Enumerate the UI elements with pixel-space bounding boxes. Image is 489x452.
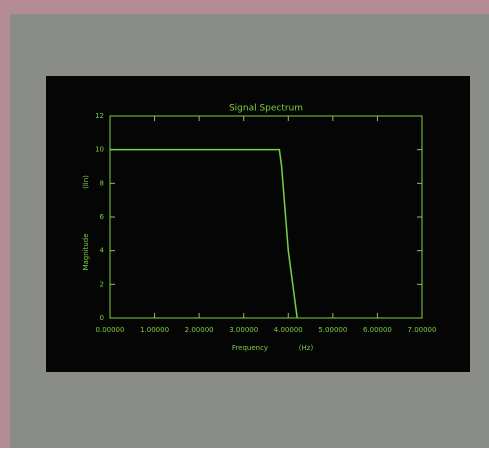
x-tick-label: 3.00000 (229, 326, 258, 334)
x-axis-label: Frequency (232, 344, 268, 352)
chart-title: Signal Spectrum (229, 104, 303, 114)
y-tick-label: 2 (100, 280, 104, 288)
x-tick-label: 2.00000 (185, 326, 214, 334)
x-tick-label: 6.00000 (363, 326, 392, 334)
y-axis-label: Magnitude (82, 233, 90, 270)
x-tick-label: 1.00000 (140, 326, 169, 334)
screen-photo: Signal Spectrum Frequency (Hz) Magnitude… (0, 0, 489, 448)
x-tick-label: 7.00000 (408, 326, 437, 334)
x-tick-label: 0.00000 (96, 326, 125, 334)
x-axis-unit: (Hz) (299, 344, 314, 352)
y-axis-unit: (lin) (82, 175, 90, 189)
y-tick-label: 6 (100, 213, 105, 221)
y-tick-label: 12 (95, 112, 104, 120)
x-tick-label: 5.00000 (318, 326, 347, 334)
x-tick-label: 4.00000 (274, 326, 303, 334)
y-tick-label: 4 (100, 247, 105, 255)
y-tick-label: 0 (100, 314, 104, 322)
y-tick-label: 10 (95, 146, 104, 154)
y-tick-label: 8 (100, 179, 104, 187)
